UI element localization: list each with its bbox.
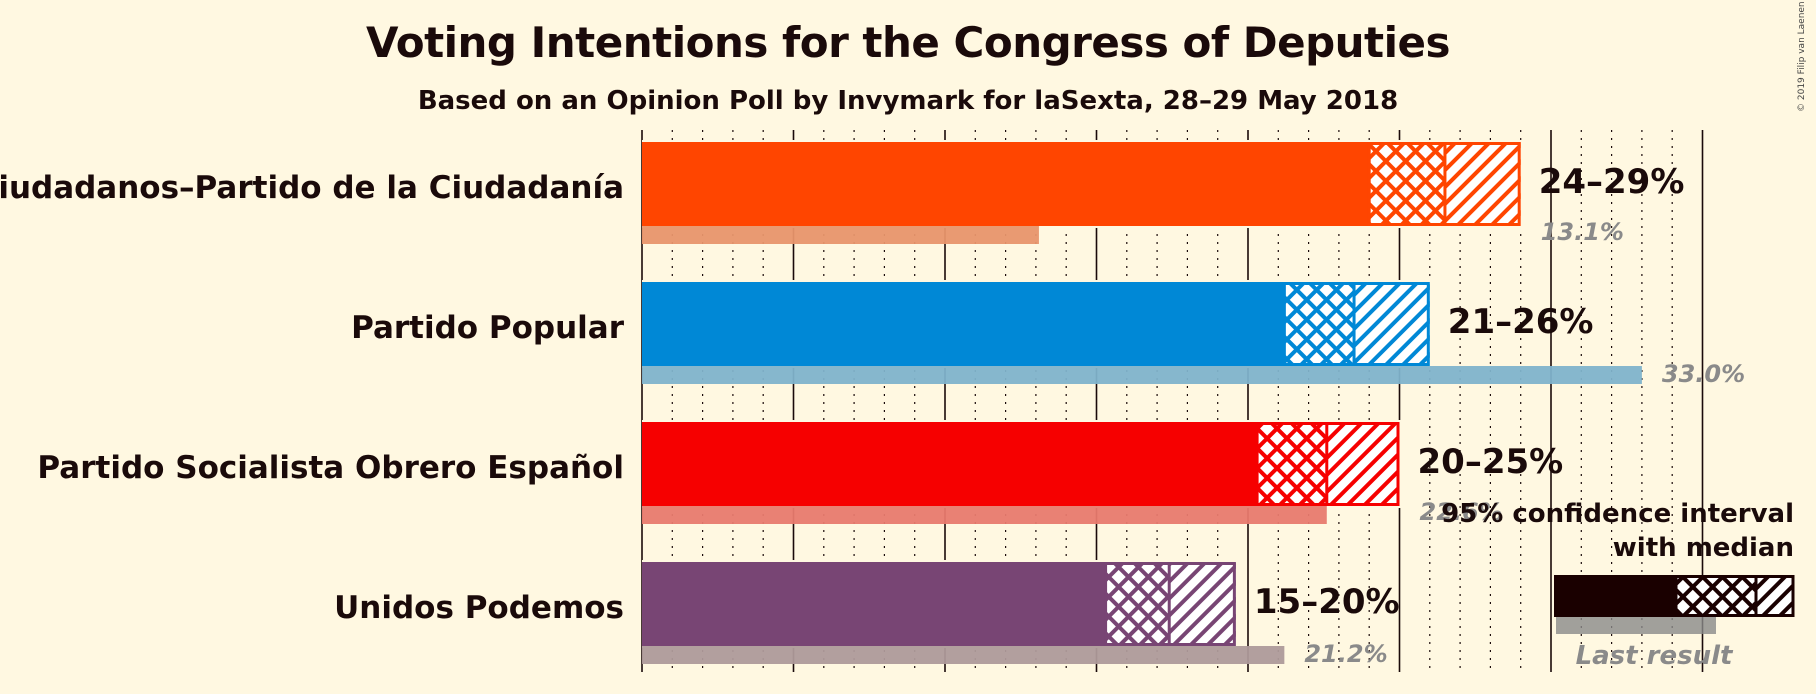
chart-title: Voting Intentions for the Congress of De… <box>366 18 1451 67</box>
bar-ci-upper <box>1326 422 1400 506</box>
range-label: 20–25% <box>1418 442 1564 482</box>
bar-ci-outline <box>1282 282 1430 366</box>
last-result-label: 22.6% <box>1420 498 1503 526</box>
legend-solid <box>1554 575 1676 617</box>
bar-ci-upper <box>1169 562 1236 646</box>
bar-ci-lower <box>1257 422 1327 506</box>
bar-solid <box>642 422 1258 506</box>
last-result-bar <box>642 506 1327 524</box>
legend-last-result-label: Last result <box>1576 641 1734 671</box>
legend-ci-upper <box>1756 575 1794 617</box>
bar-solid <box>642 282 1285 366</box>
bar-ci-upper <box>1444 142 1521 226</box>
legend-last-bar <box>1556 617 1716 634</box>
party-label: Unidos Podemos <box>334 590 624 626</box>
party-label: Ciudadanos–Partido de la Ciudadanía <box>0 170 624 206</box>
bar-solid <box>642 562 1106 646</box>
party-label: Partido Socialista Obrero Español <box>37 450 624 486</box>
bar-ci-lower <box>1105 562 1170 646</box>
range-label: 24–29% <box>1539 162 1685 202</box>
bar-ci-upper <box>1354 282 1430 366</box>
bar-solid <box>642 142 1370 226</box>
bar-ci-lower <box>1369 142 1445 226</box>
last-result-label: 21.2% <box>1304 640 1387 668</box>
last-result-label: 33.0% <box>1662 360 1745 388</box>
last-result-bar <box>642 226 1039 244</box>
legend-subtitle: with median <box>1613 533 1794 563</box>
legend-ci-lower <box>1676 575 1756 617</box>
legend-title: 95% confidence interval <box>1441 499 1794 529</box>
legend-ci-outline <box>1674 575 1795 617</box>
bar-ci-lower <box>1284 282 1355 366</box>
last-result-label: 13.1% <box>1541 218 1624 246</box>
last-result-bar <box>642 646 1285 664</box>
range-label: 21–26% <box>1448 302 1594 342</box>
party-label: Partido Popular <box>351 310 625 346</box>
range-label: 15–20% <box>1254 582 1400 622</box>
last-result-bar <box>642 366 1642 384</box>
chart-subtitle: Based on an Opinion Poll by Invymark for… <box>417 86 1399 116</box>
